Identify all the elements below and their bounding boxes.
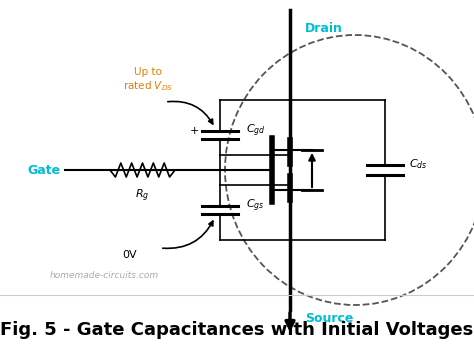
Text: $C_{ds}$: $C_{ds}$ [409, 157, 428, 171]
Text: Source: Source [305, 312, 354, 325]
Text: 0V: 0V [123, 250, 137, 260]
Text: +: + [189, 126, 199, 136]
Text: Up to
rated $V_{DS}$: Up to rated $V_{DS}$ [123, 67, 173, 93]
Text: Drain: Drain [305, 22, 343, 35]
Text: $C_{gs}$: $C_{gs}$ [246, 198, 264, 214]
Text: $C_{gd}$: $C_{gd}$ [246, 123, 265, 139]
Text: homemade-circuits.com: homemade-circuits.com [50, 270, 159, 280]
Text: Gate: Gate [28, 163, 61, 177]
Text: Fig. 5 - Gate Capacitances with Initial Voltages: Fig. 5 - Gate Capacitances with Initial … [0, 321, 474, 339]
Text: $R_g$: $R_g$ [135, 188, 150, 205]
